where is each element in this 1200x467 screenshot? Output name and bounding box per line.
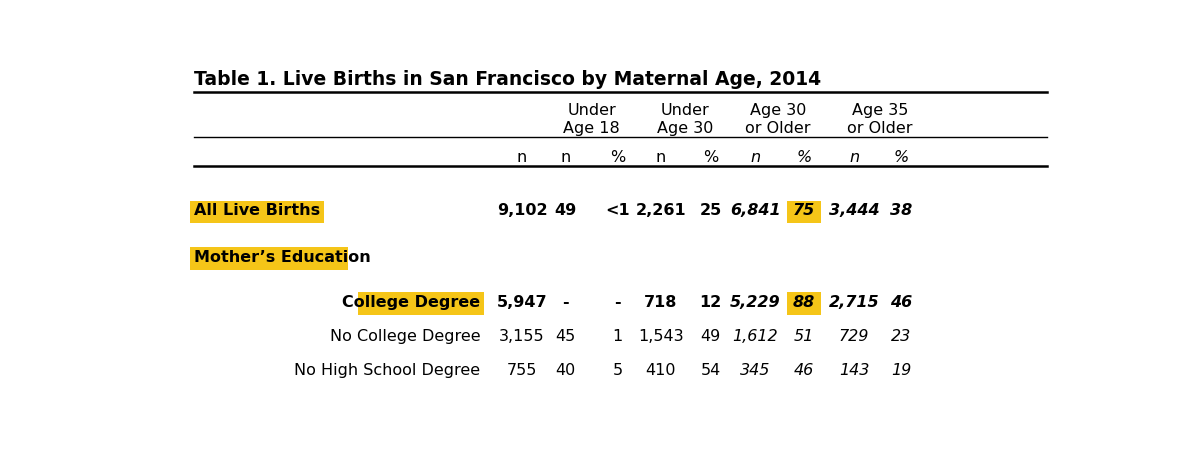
Text: n: n [655,149,666,164]
Text: -: - [614,295,622,310]
Text: 6,841: 6,841 [730,203,781,218]
Text: n: n [517,149,527,164]
Text: Age 18: Age 18 [563,121,620,136]
Text: 5,947: 5,947 [497,295,547,310]
Text: 718: 718 [644,295,677,310]
Text: 1: 1 [613,329,623,344]
Text: 345: 345 [740,363,770,378]
Text: 9,102: 9,102 [497,203,547,218]
Text: All Live Births: All Live Births [193,203,320,218]
Text: <1: <1 [606,203,630,218]
FancyBboxPatch shape [190,248,348,269]
Text: %: % [703,149,719,164]
Text: %: % [610,149,625,164]
Text: 88: 88 [793,295,815,310]
Text: 729: 729 [839,329,869,344]
FancyBboxPatch shape [787,292,821,315]
FancyBboxPatch shape [190,201,324,223]
Text: 5,229: 5,229 [730,295,781,310]
Text: 49: 49 [701,329,721,344]
Text: -: - [563,295,569,310]
Text: 75: 75 [793,203,815,218]
Text: Age 30: Age 30 [750,103,806,118]
Text: 45: 45 [556,329,576,344]
Text: 40: 40 [556,363,576,378]
Text: 1,612: 1,612 [733,329,779,344]
Text: 143: 143 [839,363,869,378]
Text: %: % [894,149,910,164]
Text: Age 35: Age 35 [852,103,908,118]
Text: or Older: or Older [745,121,810,136]
Text: Under: Under [568,103,616,118]
Text: n: n [848,149,859,164]
FancyBboxPatch shape [358,292,484,315]
Text: 2,715: 2,715 [829,295,880,310]
Text: 51: 51 [793,329,814,344]
Text: College Degree: College Degree [342,295,480,310]
Text: 410: 410 [646,363,676,378]
Text: 3,444: 3,444 [829,203,880,218]
Text: 46: 46 [890,295,912,310]
Text: Mother’s Education: Mother’s Education [193,250,371,265]
Text: n: n [560,149,571,164]
Text: 1,543: 1,543 [637,329,683,344]
Text: 23: 23 [892,329,912,344]
Text: 54: 54 [701,363,721,378]
Text: Under: Under [660,103,709,118]
Text: 25: 25 [700,203,722,218]
Text: %: % [796,149,811,164]
Text: 38: 38 [890,203,912,218]
Text: 12: 12 [700,295,722,310]
Text: 46: 46 [793,363,814,378]
Text: 49: 49 [554,203,577,218]
Text: No High School Degree: No High School Degree [294,363,480,378]
Text: 5: 5 [613,363,623,378]
Text: 3,155: 3,155 [499,329,545,344]
Text: n: n [750,149,761,164]
Text: or Older: or Older [847,121,913,136]
Text: 19: 19 [892,363,912,378]
Text: Table 1. Live Births in San Francisco by Maternal Age, 2014: Table 1. Live Births in San Francisco by… [193,71,821,89]
Text: No College Degree: No College Degree [330,329,480,344]
FancyBboxPatch shape [787,201,821,223]
Text: 755: 755 [506,363,538,378]
Text: 2,261: 2,261 [635,203,686,218]
Text: Age 30: Age 30 [656,121,713,136]
